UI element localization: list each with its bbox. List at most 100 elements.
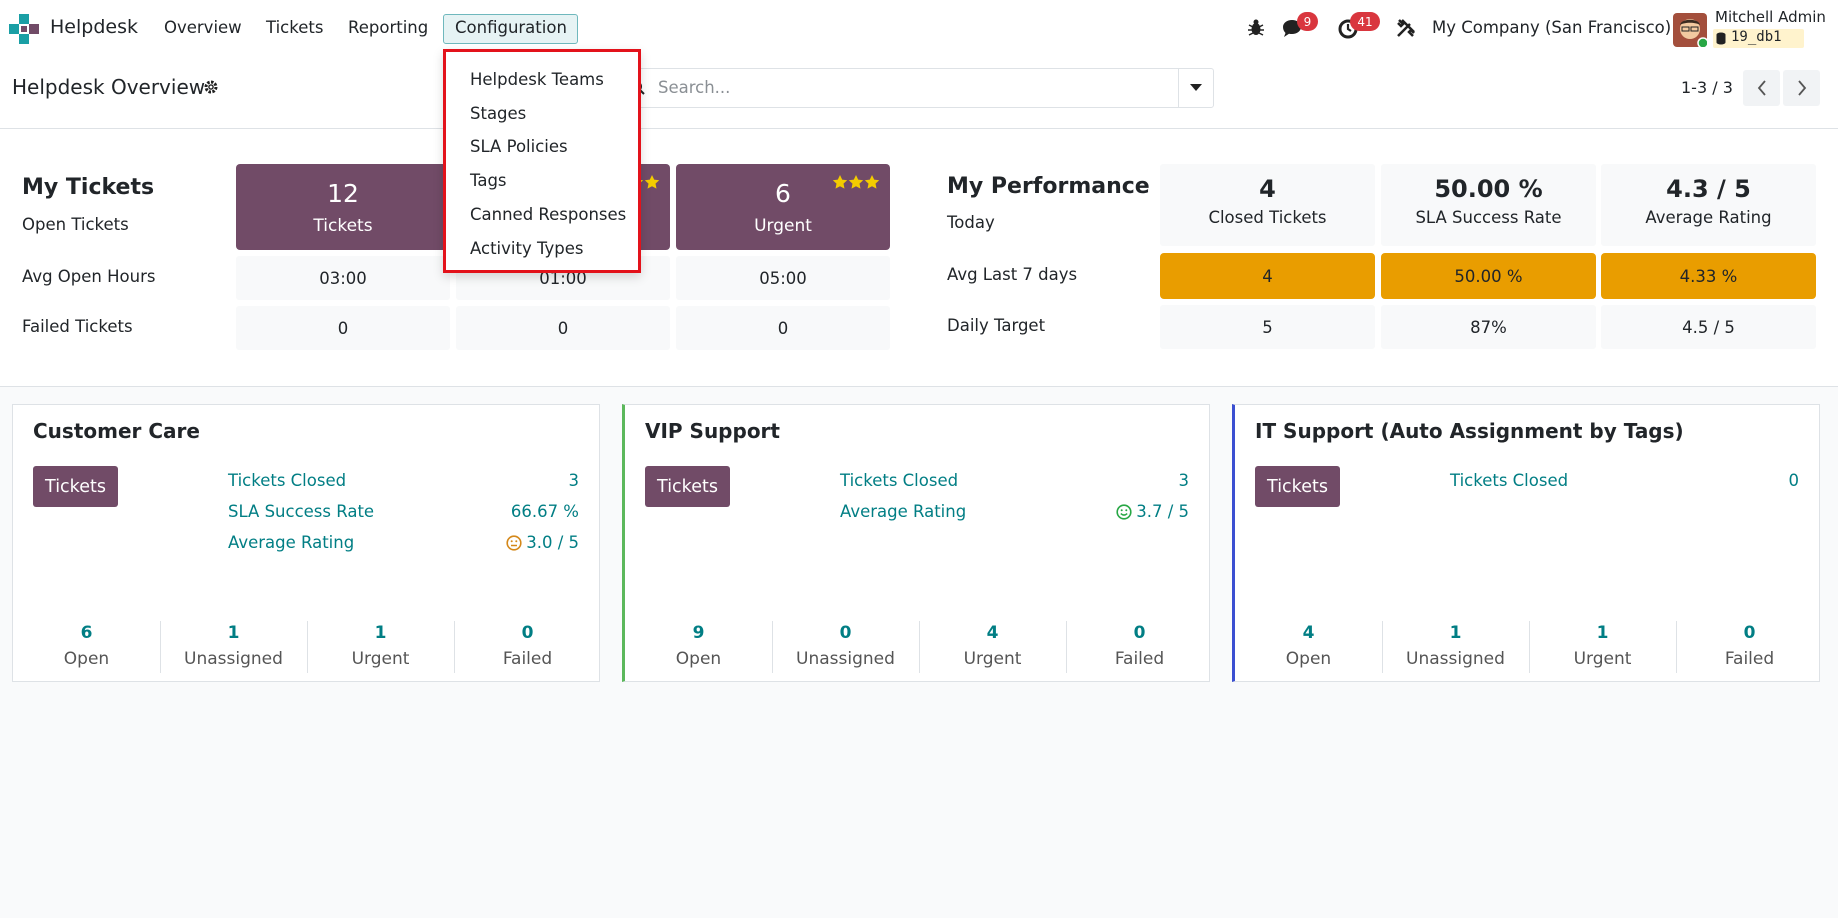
team-name[interactable]: IT Support (Auto Assignment by Tags)	[1255, 419, 1684, 443]
footer-value[interactable]: 0	[521, 623, 534, 643]
footer-label[interactable]: Open	[63, 649, 110, 669]
footer-label[interactable]: Open	[675, 649, 722, 669]
debug-icon[interactable]	[1246, 18, 1266, 38]
footer-value[interactable]: 9	[692, 623, 705, 643]
stat-value[interactable]: 3.0 / 5	[506, 533, 579, 552]
team-card: VIP Support Tickets Tickets Closed 3 Average…	[622, 404, 1210, 682]
pager-previous[interactable]	[1743, 70, 1780, 106]
footer-label[interactable]: Open	[1285, 649, 1332, 669]
performance-tile: 50.00 % SLA Success Rate	[1381, 164, 1596, 246]
stat-label[interactable]: Average Rating	[228, 533, 355, 552]
stat-value[interactable]: 3	[1179, 471, 1190, 490]
stat-number: 3.7 / 5	[1136, 502, 1189, 521]
footer-label[interactable]: Failed	[1114, 649, 1165, 669]
menu-item[interactable]: Tickets	[266, 18, 324, 37]
menu-item[interactable]: Reporting	[348, 18, 429, 37]
footer-value[interactable]: 0	[1743, 623, 1756, 643]
footer-label[interactable]: Urgent	[963, 649, 1022, 669]
footer-label[interactable]: Unassigned	[796, 649, 895, 669]
tickets-button[interactable]: Tickets	[645, 466, 730, 507]
footer-divider	[772, 621, 773, 673]
ticket-cell[interactable]: 0	[456, 306, 670, 350]
ticket-cell[interactable]: 05:00	[676, 256, 890, 300]
performance-value: 50.00 %	[1434, 175, 1543, 203]
ticket-cell[interactable]: 03:00	[236, 256, 450, 300]
stat-value[interactable]: 3.7 / 5	[1116, 502, 1189, 521]
stat-label[interactable]: Tickets Closed	[228, 471, 347, 490]
performance-tile: 4 Closed Tickets	[1160, 164, 1375, 246]
performance-label: Average Rating	[1645, 208, 1772, 227]
footer-label[interactable]: Failed	[1724, 649, 1775, 669]
stat-number: 0	[1788, 471, 1800, 490]
row-label: Open Tickets	[22, 215, 129, 234]
footer-value[interactable]: 4	[986, 623, 999, 643]
pager-value[interactable]: 1-3 / 3	[1681, 78, 1733, 97]
ticket-cell[interactable]: 0	[676, 306, 890, 350]
button-label: Tickets	[657, 476, 718, 497]
tile-label: Tickets	[313, 216, 373, 236]
stat-label[interactable]: Tickets Closed	[1450, 471, 1569, 490]
menu-item[interactable]: Overview	[164, 18, 242, 37]
stat-value[interactable]: 0	[1789, 471, 1800, 490]
footer-value[interactable]: 1	[227, 623, 240, 643]
user-name[interactable]: Mitchell Admin	[1715, 8, 1826, 26]
row-label: Avg Last 7 days	[947, 265, 1078, 284]
menu-item[interactable]: Configuration	[455, 18, 567, 37]
search-box[interactable]	[633, 68, 1214, 108]
ticket-tile[interactable]: 12 Tickets	[236, 164, 450, 250]
stat-label[interactable]: SLA Success Rate	[228, 502, 375, 521]
gear-icon[interactable]	[203, 79, 219, 95]
ticket-cell[interactable]: 0	[236, 306, 450, 350]
stat-label[interactable]: Tickets Closed	[840, 471, 959, 490]
app-name[interactable]: Helpdesk	[50, 16, 138, 38]
footer-value[interactable]: 6	[80, 623, 93, 643]
tickets-button[interactable]: Tickets	[33, 466, 118, 507]
search-placeholder[interactable]: Search...	[658, 78, 731, 97]
search-options-toggle[interactable]	[1178, 68, 1214, 108]
priority-stars	[832, 175, 880, 189]
star	[864, 175, 880, 189]
footer-value[interactable]: 0	[839, 623, 852, 643]
company-switcher[interactable]: My Company (San Francisco)	[1432, 18, 1672, 37]
chevron-right	[1797, 80, 1806, 96]
dropdown-item[interactable]: SLA Policies	[470, 137, 568, 156]
footer-value[interactable]: 1	[374, 623, 387, 643]
messages-icon[interactable]	[1281, 18, 1305, 40]
page-title[interactable]: Helpdesk Overview	[12, 75, 206, 99]
footer-value[interactable]: 1	[1596, 623, 1609, 643]
footer-label[interactable]: Urgent	[351, 649, 410, 669]
database-icon	[1716, 32, 1726, 45]
cell-value: 50.00 %	[1454, 266, 1523, 286]
dropdown-item[interactable]: Stages	[470, 104, 527, 123]
footer-label[interactable]: Failed	[502, 649, 553, 669]
footer-label[interactable]: Unassigned	[184, 649, 283, 669]
stat-value[interactable]: 3	[569, 471, 580, 490]
rating-icon	[1116, 503, 1132, 520]
team-name[interactable]: VIP Support	[645, 419, 780, 443]
settings-tools-icon[interactable]	[1395, 17, 1417, 39]
stat-label[interactable]: Average Rating	[840, 502, 967, 521]
stat-value[interactable]: 66.67 %	[511, 502, 579, 521]
dropdown-item[interactable]: Helpdesk Teams	[470, 70, 604, 89]
stat-number: 3	[1178, 471, 1190, 490]
user-avatar[interactable]	[1673, 13, 1707, 47]
team-card: Customer Care Tickets Tickets Closed 3 SLA S…	[12, 404, 600, 682]
team-name[interactable]: Customer Care	[33, 419, 200, 443]
star	[832, 175, 848, 189]
activity-badge[interactable]: 41	[1350, 12, 1380, 31]
pager-next[interactable]	[1783, 70, 1820, 106]
footer-value[interactable]: 4	[1302, 623, 1315, 643]
dropdown-item[interactable]: Activity Types	[470, 239, 584, 258]
app-logo[interactable]	[9, 14, 39, 44]
footer-value[interactable]: 1	[1449, 623, 1462, 643]
footer-label[interactable]: Urgent	[1573, 649, 1632, 669]
footer-label[interactable]: Unassigned	[1406, 649, 1505, 669]
message-badge[interactable]: 9	[1297, 12, 1318, 31]
footer-value[interactable]: 0	[1133, 623, 1146, 643]
dropdown-item[interactable]: Canned Responses	[470, 205, 627, 224]
database-badge	[1713, 29, 1804, 48]
dropdown-item[interactable]: Tags	[470, 171, 507, 190]
tickets-button[interactable]: Tickets	[1255, 466, 1340, 507]
ticket-tile[interactable]: 6 Urgent	[676, 164, 890, 250]
